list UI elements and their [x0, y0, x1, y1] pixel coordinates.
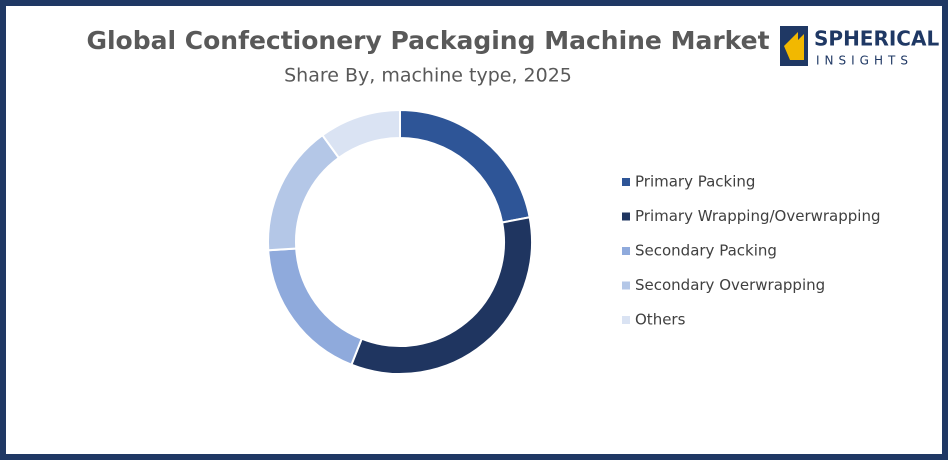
slice — [321, 108, 401, 160]
legend-swatch — [622, 316, 630, 324]
legend-swatch — [622, 281, 630, 290]
logo-subtext: INSIGHTS — [816, 54, 913, 68]
legend-swatch — [622, 247, 630, 255]
legend-label: Primary Packing — [635, 173, 755, 191]
legend-label: Primary Wrapping/Overwrapping — [635, 207, 881, 225]
legend-swatch — [622, 212, 630, 221]
logo-mark — [784, 32, 804, 60]
legend-swatch — [622, 178, 630, 186]
slice — [399, 108, 531, 224]
legend-label: Others — [635, 311, 686, 329]
legend-label: Secondary Overwrapping — [635, 276, 825, 294]
logo: SPHERICAL INSIGHTS — [780, 26, 939, 68]
slice — [267, 247, 364, 367]
legend-label: Secondary Packing — [635, 242, 777, 260]
chart-subtitle: Share By, machine type, 2025 — [284, 65, 572, 87]
chart-title: Global Confectionery Packaging Machine M… — [86, 26, 769, 55]
chart: Global Confectionery Packaging Machine M… — [86, 26, 939, 375]
logo-text: SPHERICAL — [814, 27, 939, 51]
slice — [350, 216, 533, 375]
slice — [267, 133, 341, 252]
